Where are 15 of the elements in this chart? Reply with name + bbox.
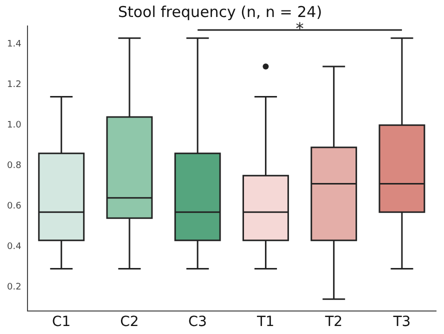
- y-tick-label: 0.4: [6, 242, 22, 252]
- y-tick-label: 1.2: [6, 80, 22, 90]
- x-tick-label: C3: [188, 314, 207, 330]
- y-tick-label: 1.4: [6, 40, 22, 50]
- x-tick-label: C2: [120, 314, 139, 330]
- annotation: *: [296, 19, 304, 38]
- y-tick-label: 1.0: [6, 120, 22, 130]
- chart-title: Stool frequency (n, n = 24): [118, 2, 322, 21]
- y-tick-label: 0.2: [6, 282, 22, 292]
- x-tick-label: T3: [392, 314, 411, 330]
- x-tick-label: T2: [324, 314, 343, 330]
- y-tick-label: 0.6: [6, 201, 22, 212]
- x-tick-label: C1: [52, 314, 71, 330]
- x-tick-label: T1: [256, 314, 274, 330]
- y-tick-label: 0.8: [6, 160, 22, 171]
